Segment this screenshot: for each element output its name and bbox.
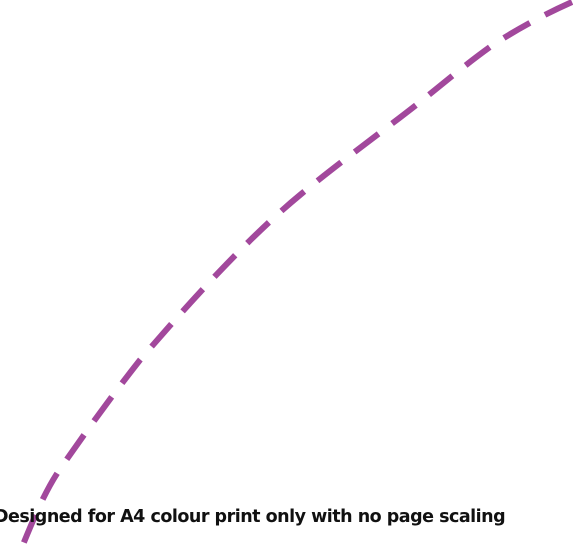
print-instructions-text: Designed for A4 colour print only with n… xyxy=(0,507,506,527)
dashed-curve-line xyxy=(17,0,573,552)
